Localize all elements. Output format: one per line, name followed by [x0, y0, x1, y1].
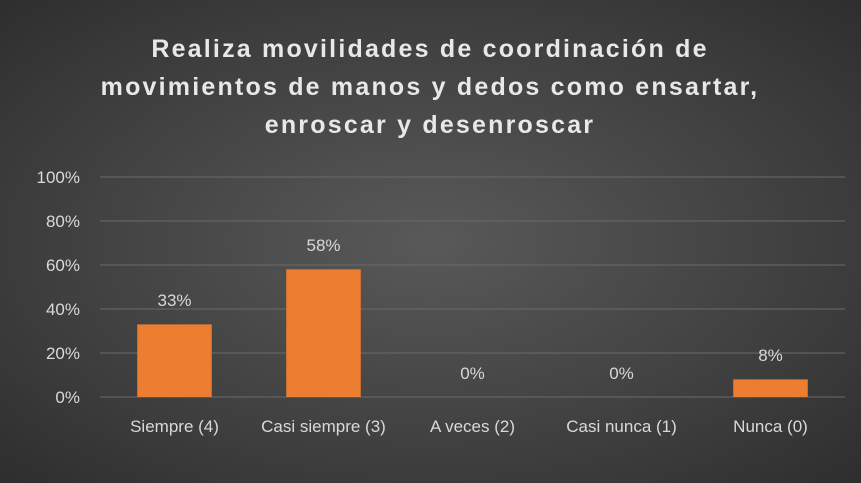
y-tick-label: 100% — [36, 168, 80, 187]
y-tick-label: 60% — [45, 256, 80, 275]
data-label: 33% — [157, 291, 192, 311]
x-tick-label: Casi siempre (3) — [261, 417, 386, 436]
x-tick-label: Nunca (0) — [733, 417, 808, 436]
bar — [137, 324, 212, 397]
data-label: 0% — [609, 364, 634, 383]
y-tick-label: 80% — [45, 212, 80, 231]
x-tick-label: Casi nunca (1) — [566, 417, 677, 436]
x-tick-label: Siempre (4) — [130, 417, 219, 436]
chart-title: Realiza movilidades de coordinación de m… — [100, 35, 760, 139]
data-label: 58% — [306, 236, 341, 256]
y-tick-label: 0% — [55, 388, 80, 407]
bar — [733, 379, 808, 397]
x-tick-label: A veces (2) — [429, 417, 516, 436]
data-label: 0% — [460, 364, 485, 383]
data-label: 8% — [758, 346, 783, 366]
bar — [286, 269, 361, 397]
y-tick-label: 40% — [45, 300, 80, 319]
y-tick-label: 20% — [45, 344, 80, 363]
